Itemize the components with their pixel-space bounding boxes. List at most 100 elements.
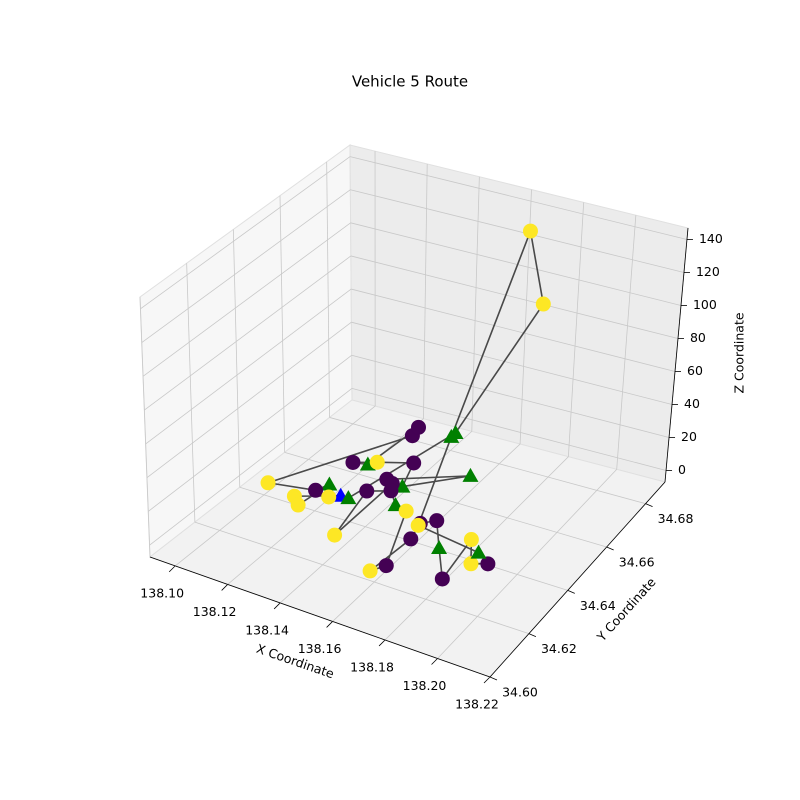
y-tick-label: 34.62 [541, 641, 577, 656]
route-stop [411, 419, 427, 435]
grid-line [139, 296, 151, 558]
route-stop [470, 544, 487, 559]
y-tick-label: 34.60 [502, 685, 538, 700]
z-tick-label: 120 [696, 264, 720, 279]
z-tick-label: 20 [681, 429, 697, 444]
grid-line [279, 431, 473, 604]
route-stop [463, 532, 479, 548]
x-tick-label: 138.12 [193, 604, 237, 619]
route-stop [463, 556, 479, 572]
tick-mark [567, 589, 575, 594]
grid-line [140, 156, 351, 310]
grid-line [332, 443, 521, 622]
route-stop [383, 483, 399, 499]
grid-line [326, 161, 330, 418]
route-stop [359, 483, 375, 499]
tick-mark [483, 676, 491, 684]
y-tick-label: 34.64 [580, 598, 616, 613]
y-tick-label: 34.66 [619, 555, 655, 570]
tick-mark [645, 503, 653, 508]
route-stop [362, 563, 378, 579]
grid-line [146, 321, 352, 478]
grid-line [279, 195, 286, 453]
grid-line [351, 354, 670, 438]
x-tick-label: 138.16 [298, 641, 342, 656]
x-tick-label: 138.20 [403, 678, 447, 693]
route-stop [394, 478, 411, 493]
grid-line [350, 222, 682, 306]
route-stop [406, 455, 422, 471]
z-tick-label: 100 [693, 297, 717, 312]
tick-mark [606, 546, 614, 551]
grid-line [616, 215, 637, 470]
route-stop [321, 489, 337, 505]
grid-line [284, 451, 607, 548]
x-tick-label: 138.22 [455, 697, 499, 712]
z-tick-label: 60 [687, 363, 703, 378]
route-stop [403, 531, 419, 547]
grid-line [351, 321, 673, 405]
route-stop [398, 503, 414, 519]
route-stop [431, 540, 448, 555]
route-stop [462, 467, 479, 482]
y-axis [489, 481, 666, 678]
route-stop [535, 296, 551, 312]
grid-line [174, 405, 376, 567]
grid-line [142, 222, 351, 377]
grid-line [186, 263, 196, 523]
route-stop [480, 556, 496, 572]
tick-mark [528, 633, 537, 638]
tick-mark [273, 602, 281, 610]
grid-line [329, 417, 646, 505]
grid-line [423, 163, 428, 419]
route-stop [410, 517, 426, 533]
route-stop [290, 497, 306, 513]
route-stop [369, 454, 385, 470]
route-stop [260, 475, 276, 491]
tick-mark [489, 676, 498, 681]
grid-line [194, 521, 530, 635]
grid-line [149, 388, 353, 546]
chart-title: Vehicle 5 Route [352, 73, 468, 91]
z-tick-label: 0 [678, 462, 686, 477]
tick-mark [431, 658, 438, 665]
grid-line [351, 288, 676, 372]
tick-mark [326, 621, 333, 628]
grid-line [437, 469, 617, 659]
grid-line [567, 202, 585, 457]
tick-mark [221, 584, 228, 591]
route-stop [340, 490, 357, 505]
x-tick-label: 138.18 [350, 659, 394, 674]
route-stop [327, 527, 343, 543]
grid-line [350, 189, 685, 273]
z-tick-label: 80 [690, 330, 706, 345]
grid-line [232, 229, 241, 488]
route-stop [522, 223, 538, 239]
route-stop [434, 571, 450, 587]
x-axis [149, 556, 491, 678]
x-tick-label: 138.14 [245, 622, 289, 637]
route-stop [308, 482, 324, 498]
tick-mark [378, 639, 386, 647]
route-stop [429, 513, 445, 529]
grid-line [349, 156, 688, 240]
grid-line [144, 255, 352, 411]
z-tick-label: 140 [699, 231, 723, 246]
y-tick-label: 34.68 [658, 511, 694, 526]
route-stop [447, 424, 464, 439]
z-axis [664, 227, 689, 483]
route-stop [321, 476, 338, 491]
grid-line [148, 354, 352, 512]
x-tick-label: 138.10 [140, 585, 184, 600]
route-stop [378, 558, 394, 574]
grid-line [471, 176, 480, 432]
grid-line [351, 388, 667, 471]
grid-line [141, 189, 351, 343]
grid-line [145, 288, 352, 445]
z-axis-label: Z Coordinate [732, 312, 747, 393]
grid-line [350, 255, 679, 339]
tick-mark [168, 565, 176, 573]
route-stop [345, 454, 361, 470]
z-tick-label: 40 [684, 396, 700, 411]
